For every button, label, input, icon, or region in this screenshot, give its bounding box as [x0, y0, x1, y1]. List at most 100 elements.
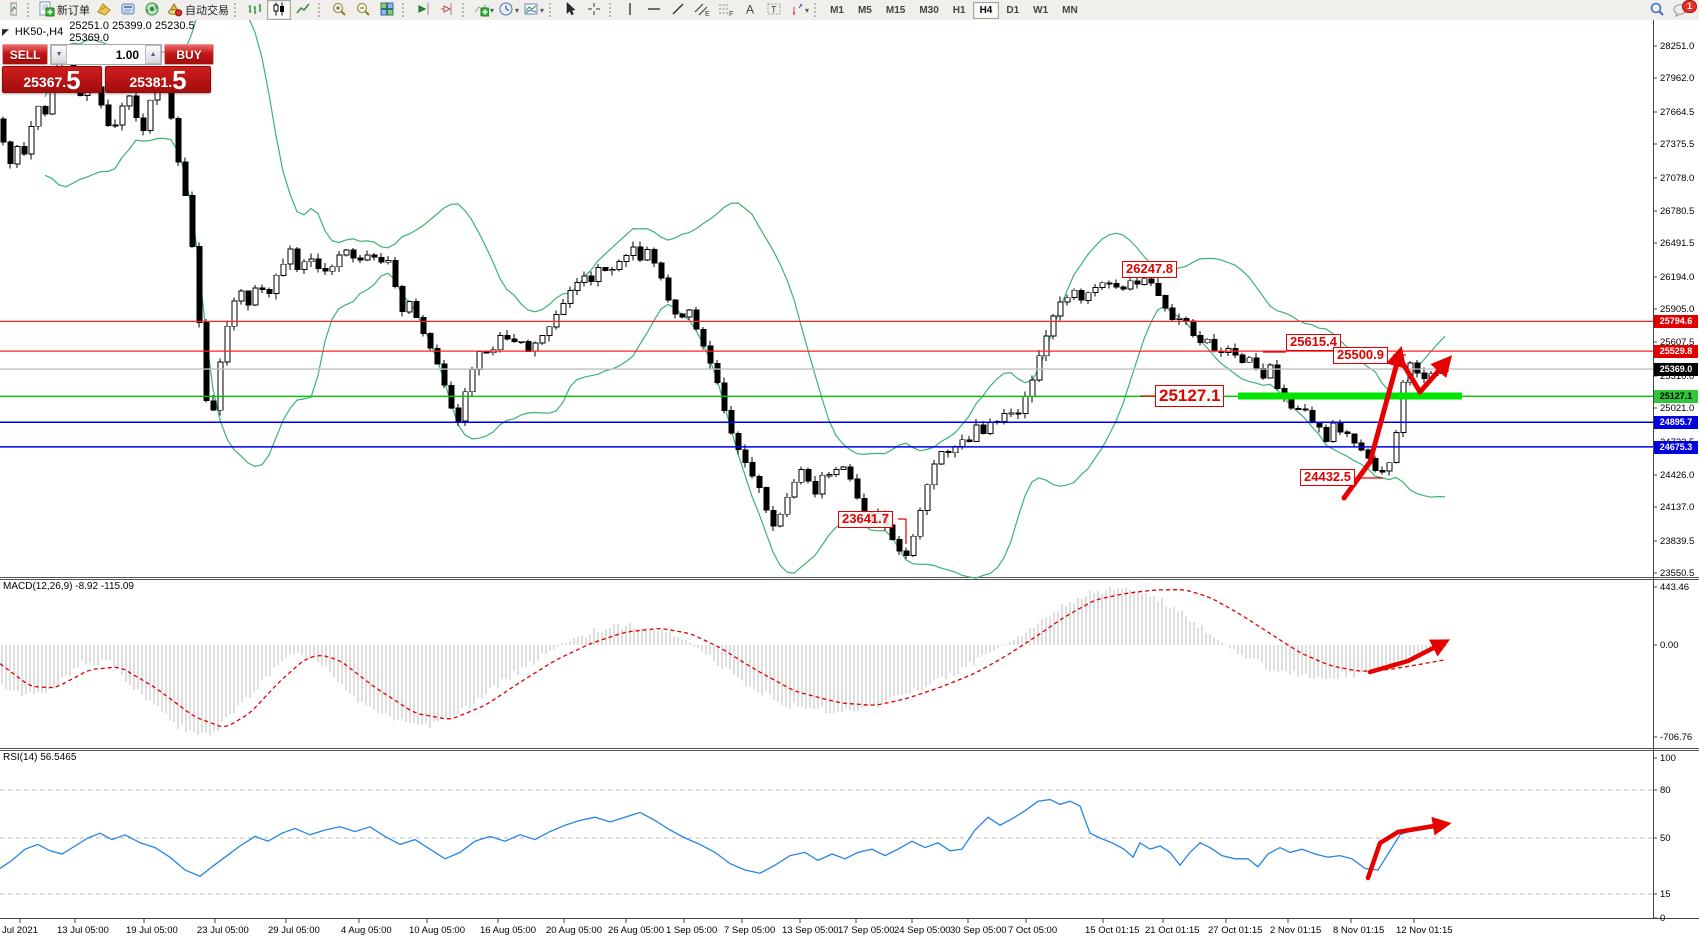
volume-stepper: ▼ 1.00 ▲ [50, 44, 163, 65]
text-button[interactable]: A [738, 0, 762, 20]
zoom-in-button[interactable] [327, 0, 351, 20]
chart-shift-button[interactable] [411, 0, 435, 20]
annotation-label-25615.4[interactable]: 25615.4 [1286, 334, 1341, 351]
crosshair-button[interactable] [582, 0, 606, 20]
autotrade-label: 自动交易 [185, 5, 229, 17]
annotation-label-25127.1[interactable]: 25127.1 [1155, 385, 1225, 407]
notification-count-badge: 1 [1681, 0, 1697, 13]
timeframe-M5[interactable]: M5 [857, 4, 872, 16]
equidistant-channel-button[interactable]: E [690, 0, 714, 20]
line-chart-button[interactable] [291, 0, 315, 20]
sell-button[interactable]: SELL [2, 44, 49, 65]
autotrade-button[interactable]: 自动交易 [164, 0, 231, 20]
toolbar-group-separator [549, 3, 554, 17]
text-label-button[interactable]: T [762, 0, 786, 20]
news-button[interactable] [140, 0, 164, 20]
svg-text:21 Oct 01:15: 21 Oct 01:15 [1145, 925, 1199, 936]
chevron-down-icon[interactable]: ▾ [515, 5, 520, 15]
bar-chart-button[interactable] [243, 0, 267, 20]
chart-window-icon [96, 1, 112, 20]
volume-input[interactable]: 1.00 [67, 45, 146, 64]
timeframe-W1[interactable]: W1 [1033, 4, 1049, 16]
cursor-button[interactable] [558, 0, 582, 20]
svg-text:8 Nov 01:15: 8 Nov 01:15 [1333, 925, 1384, 936]
chevron-down-icon[interactable]: ▾ [490, 5, 495, 15]
clipped-chart-button[interactable] [0, 0, 24, 20]
zoom-out-icon [355, 1, 371, 20]
volume-decrease-button[interactable]: ▼ [51, 45, 68, 64]
template-button[interactable]: ▾ [521, 0, 546, 20]
text-icon: A [743, 1, 757, 20]
timeframe-M15[interactable]: M15 [885, 4, 906, 16]
buy-button[interactable]: BUY [164, 44, 214, 65]
svg-text:26491.5: 26491.5 [1660, 238, 1694, 249]
svg-text:-706.76: -706.76 [1660, 732, 1692, 743]
horizontal-line-icon [646, 1, 662, 20]
chart-canvas[interactable]: 28251.0 27962.0 27664.5 27375.5 27078.0 26780… [0, 20, 1699, 939]
trend-line-icon [670, 1, 686, 20]
toolbar-group-separator [814, 3, 819, 17]
svg-text:13 Sep 05:00: 13 Sep 05:00 [782, 925, 839, 936]
svg-text:24137.0: 24137.0 [1660, 502, 1694, 513]
timeframe-H4[interactable]: H4 [972, 1, 1000, 19]
vertical-line-button[interactable] [618, 0, 642, 20]
tile-windows-button[interactable] [375, 0, 399, 20]
trend-line-button[interactable] [666, 0, 690, 20]
timeframe-D1[interactable]: D1 [1006, 4, 1020, 16]
svg-text:50: 50 [1660, 833, 1671, 844]
period-clock-icon [498, 1, 514, 20]
period-clock-button[interactable]: ▾ [496, 0, 521, 20]
svg-text:20 Aug 05:00: 20 Aug 05:00 [546, 925, 602, 936]
volume-increase-button[interactable]: ▲ [145, 45, 162, 64]
buy-price-button[interactable]: 25381. 5 [105, 66, 211, 93]
candlestick-button[interactable] [267, 0, 291, 20]
svg-text:25607.5: 25607.5 [1660, 337, 1694, 348]
crosshair-icon [586, 1, 602, 20]
arrows-button[interactable]: ▾ [786, 0, 811, 20]
annotation-label-24432.5[interactable]: 24432.5 [1300, 469, 1355, 486]
chart-title-row: ◤ HK50-,H4 25251.0 25399.0 25230.5 25369… [2, 20, 214, 44]
svg-text:7 Sep 05:00: 7 Sep 05:00 [724, 925, 775, 936]
svg-text:28251.0: 28251.0 [1660, 41, 1694, 52]
rsi-indicator-label: RSI(14) 56.5465 [3, 752, 77, 763]
chevron-down-icon[interactable]: ▾ [805, 5, 810, 15]
timeframe-M1[interactable]: M1 [830, 4, 844, 16]
svg-text:27375.5: 27375.5 [1660, 139, 1694, 150]
buy-price-big-digit: 5 [172, 64, 187, 95]
zoom-out-button[interactable] [351, 0, 375, 20]
svg-text:4 Aug 05:00: 4 Aug 05:00 [341, 925, 392, 936]
template-icon [523, 1, 539, 20]
timeframe-M30[interactable]: M30 [919, 4, 939, 16]
annotation-label-23641.7[interactable]: 23641.7 [838, 511, 893, 528]
toolbar-group-separator [27, 3, 32, 17]
search-button[interactable] [1645, 0, 1669, 20]
fibonacci-button[interactable]: F [714, 0, 738, 20]
buy-price-main: 25381. [129, 74, 173, 90]
svg-text:19 Jul 05:00: 19 Jul 05:00 [126, 925, 178, 936]
price-badge-25794.6: 25794.6 [1654, 315, 1698, 328]
timeframe-H1[interactable]: H1 [952, 4, 966, 16]
svg-text:0.00: 0.00 [1660, 640, 1679, 651]
svg-text:10 Aug 05:00: 10 Aug 05:00 [409, 925, 465, 936]
timeframe-MN[interactable]: MN [1062, 4, 1078, 16]
svg-text:27962.0: 27962.0 [1660, 73, 1694, 84]
macd-indicator-label: MACD(12,26,9) -8.92 -115.09 [3, 581, 134, 592]
annotation-label-25500.9[interactable]: 25500.9 [1333, 347, 1388, 364]
svg-text:2 Nov 01:15: 2 Nov 01:15 [1270, 925, 1321, 936]
news-icon [144, 1, 160, 20]
horizontal-line-button[interactable] [642, 0, 666, 20]
chevron-down-icon[interactable]: ▾ [540, 5, 545, 15]
add-indicator-button[interactable]: ▾ [471, 0, 496, 20]
auto-scroll-button[interactable] [435, 0, 459, 20]
annotation-label-26247.8[interactable]: 26247.8 [1122, 261, 1177, 278]
svg-text:26780.5: 26780.5 [1660, 206, 1694, 217]
autotrade-icon [166, 1, 183, 20]
chart-window-button[interactable] [92, 0, 116, 20]
sell-price-button[interactable]: 25367. 5 [2, 66, 102, 93]
new-order-button[interactable]: 新订单 [36, 0, 92, 20]
arrows-icon [788, 1, 804, 20]
data-window-button[interactable] [116, 0, 140, 20]
svg-text:30 Sep 05:00: 30 Sep 05:00 [950, 925, 1007, 936]
new-order-icon [38, 1, 55, 20]
collapse-panel-icon[interactable]: ◤ [2, 26, 9, 37]
